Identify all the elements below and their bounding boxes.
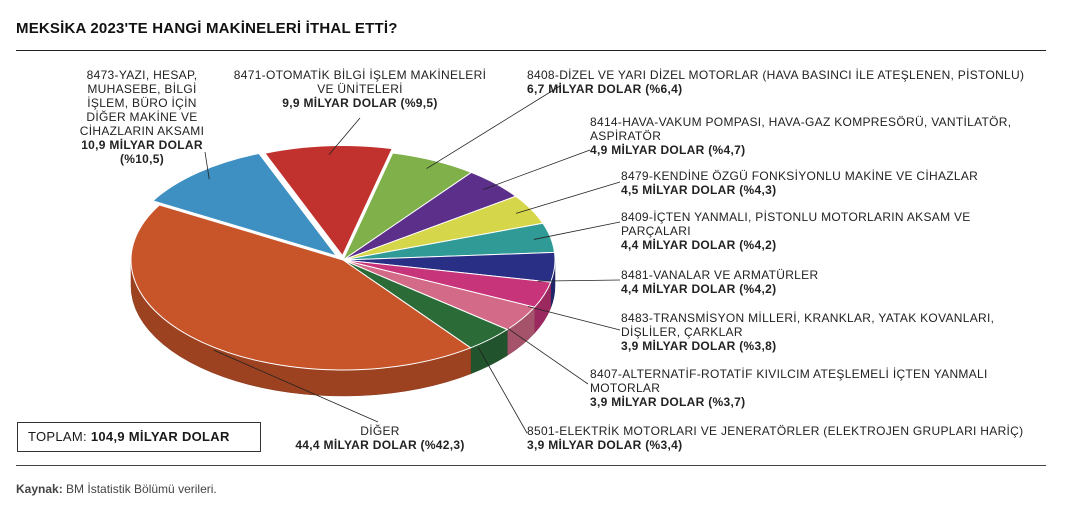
leader-line-8483	[527, 306, 621, 331]
leader-line-8471	[328, 117, 361, 155]
title-divider	[16, 50, 1046, 51]
label-8473-value: 10,9 MİLYAR DOLAR (%10,5)	[81, 138, 203, 166]
label-8479: 8479-KENDİNE ÖZGÜ FONKSİYONLU MAKİNE VE …	[621, 169, 978, 197]
pie-leaders	[204, 85, 621, 434]
label-8483-value: 3,9 MİLYAR DOLAR (%3,8)	[621, 339, 777, 353]
chart-title: MEKSİKA 2023'TE HANGİ MAKİNELERİ İTHAL E…	[16, 20, 398, 37]
label-8473: 8473-YAZI, HESAP, MUHASEBE, BİLGİ İŞLEM,…	[52, 68, 232, 166]
leader-line-8501	[477, 347, 528, 434]
slice-8473	[151, 152, 338, 257]
label-8407-name: 8407-ALTERNATİF-ROTATİF KIVILCIM ATEŞLEM…	[590, 367, 988, 395]
label-8501: 8501-ELEKTRİK MOTORLARI VE JENERATÖRLER …	[527, 424, 1023, 452]
label-8481-name: 8481-VANALAR VE ARMATÜRLER	[621, 268, 819, 282]
label-8408: 8408-DİZEL VE YARI DİZEL MOTORLAR (HAVA …	[527, 68, 1024, 96]
label-8473-name: 8473-YAZI, HESAP, MUHASEBE, BİLGİ İŞLEM,…	[79, 68, 205, 138]
label-8501-name: 8501-ELEKTRİK MOTORLARI VE JENERATÖRLER …	[527, 424, 1024, 438]
label-8407-value: 3,9 MİLYAR DOLAR (%3,7)	[590, 395, 746, 409]
label-8409: 8409-İÇTEN YANMALI, PİSTONLU MOTORLARIN …	[621, 210, 971, 252]
leader-line-8479	[515, 181, 621, 214]
label-8479-value: 4,5 MİLYAR DOLAR (%4,3)	[621, 183, 777, 197]
leader-line-diger	[213, 349, 379, 423]
label-8409-value: 4,4 MİLYAR DOLAR (%4,2)	[621, 238, 777, 252]
source-note: Kaynak: BM İstatistik Bölümü verileri.	[16, 482, 217, 496]
footer-divider	[16, 465, 1046, 466]
leader-line-8408	[426, 85, 561, 169]
label-8483-name: 8483-TRANSMİSYON MİLLERİ, KRANKLAR, YATA…	[621, 311, 995, 339]
slice-8471	[264, 145, 393, 257]
leader-line-8414	[482, 149, 591, 190]
label-8471: 8471-OTOMATİK BİLGİ İŞLEM MAKİNELERİ VE …	[229, 68, 491, 110]
label-8414-name: 8414-HAVA-VAKUM POMPASI, HAVA-GAZ KOMPRE…	[590, 115, 1012, 143]
label-8414: 8414-HAVA-VAKUM POMPASI, HAVA-GAZ KOMPRE…	[590, 115, 1011, 157]
label-8407: 8407-ALTERNATİF-ROTATİF KIVILCIM ATEŞLEM…	[590, 367, 988, 409]
total-box: TOPLAM: 104,9 MİLYAR DOLAR	[17, 422, 261, 452]
label-8471-value: 9,9 MİLYAR DOLAR (%9,5)	[282, 96, 438, 110]
label-diger-value: 44,4 MİLYAR DOLAR (%42,3)	[295, 438, 465, 452]
total-label: TOPLAM:	[28, 429, 87, 444]
label-8471-name: 8471-OTOMATİK BİLGİ İŞLEM MAKİNELERİ VE …	[233, 68, 487, 96]
leader-line-8409	[533, 221, 621, 240]
label-8414-value: 4,9 MİLYAR DOLAR (%4,7)	[590, 143, 746, 157]
pie-tops	[130, 145, 556, 371]
label-8481-value: 4,4 MİLYAR DOLAR (%4,2)	[621, 282, 777, 296]
source-label: Kaynak:	[16, 482, 63, 496]
leader-line-8473	[204, 151, 210, 180]
label-8409-name: 8409-İÇTEN YANMALI, PİSTONLU MOTORLARIN …	[621, 210, 971, 238]
slice-diger	[130, 204, 472, 371]
label-8479-name: 8479-KENDİNE ÖZGÜ FONKSİYONLU MAKİNE VE …	[621, 169, 979, 183]
label-diger-name: DİĞER	[360, 424, 400, 438]
leader-line-8481	[537, 279, 621, 282]
label-8408-name: 8408-DİZEL VE YARI DİZEL MOTORLAR (HAVA …	[527, 68, 1025, 82]
label-8483: 8483-TRANSMİSYON MİLLERİ, KRANKLAR, YATA…	[621, 311, 994, 353]
label-8481: 8481-VANALAR VE ARMATÜRLER 4,4 MİLYAR DO…	[621, 268, 818, 296]
label-diger: DİĞER 44,4 MİLYAR DOLAR (%42,3)	[285, 424, 475, 452]
leader-line-8407	[507, 328, 589, 385]
label-8408-value: 6,7 MİLYAR DOLAR (%6,4)	[527, 82, 683, 96]
source-text: BM İstatistik Bölümü verileri.	[66, 482, 217, 496]
label-8501-value: 3,9 MİLYAR DOLAR (%3,4)	[527, 438, 683, 452]
total-value: 104,9 MİLYAR DOLAR	[90, 429, 230, 444]
pie-sides	[130, 259, 556, 397]
